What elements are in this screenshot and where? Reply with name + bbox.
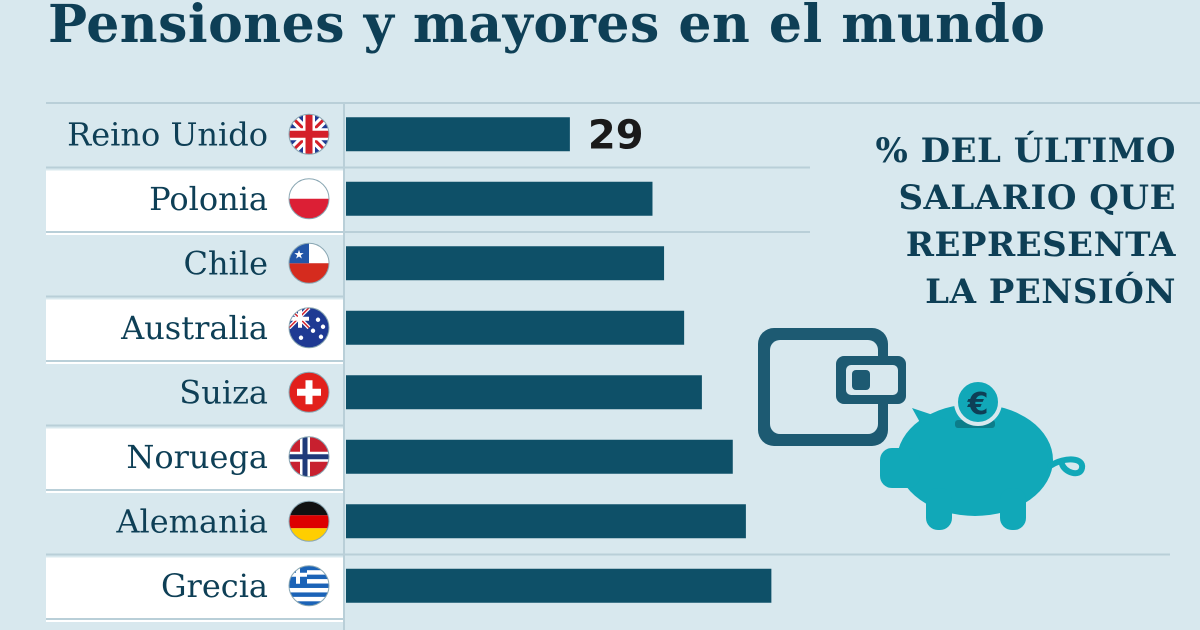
flag-uk-icon — [288, 113, 330, 155]
bar — [346, 310, 685, 345]
bar — [346, 117, 570, 152]
category-label: Reino Unido — [67, 115, 268, 153]
bar — [346, 246, 665, 281]
category-label: Noruega — [126, 438, 268, 476]
flag-norway-icon — [288, 436, 330, 478]
flag-chile-icon: ★ — [288, 242, 330, 284]
flag-germany-icon — [288, 500, 330, 542]
bar — [346, 439, 733, 474]
page-title: Pensiones y mayores en el mundo — [48, 0, 1046, 55]
svg-text:€: € — [967, 387, 989, 422]
flag-switzerland-icon — [288, 371, 330, 413]
flag-greece-icon — [288, 565, 330, 607]
category-label: Chile — [184, 244, 269, 282]
flag-poland-icon — [288, 178, 330, 220]
category-label: Suiza — [179, 373, 268, 411]
flag-australia-icon — [288, 307, 330, 349]
category-label: Grecia — [161, 567, 268, 605]
category-label: Polonia — [149, 180, 268, 218]
bar — [346, 504, 746, 539]
euro-coin-icon: € — [954, 378, 1002, 426]
wallet-icon — [758, 328, 906, 446]
category-label: Australia — [120, 309, 268, 347]
category-label: Alemania — [115, 502, 268, 540]
data-label: 29 — [588, 112, 644, 158]
svg-text:★: ★ — [294, 247, 305, 261]
bar — [346, 568, 772, 603]
bar — [346, 181, 653, 216]
piggy-bank-icon — [880, 404, 1086, 530]
bar — [346, 375, 702, 410]
chart-note: % DEL ÚLTIMO SALARIO QUE REPRESENTA LA P… — [875, 131, 1176, 312]
